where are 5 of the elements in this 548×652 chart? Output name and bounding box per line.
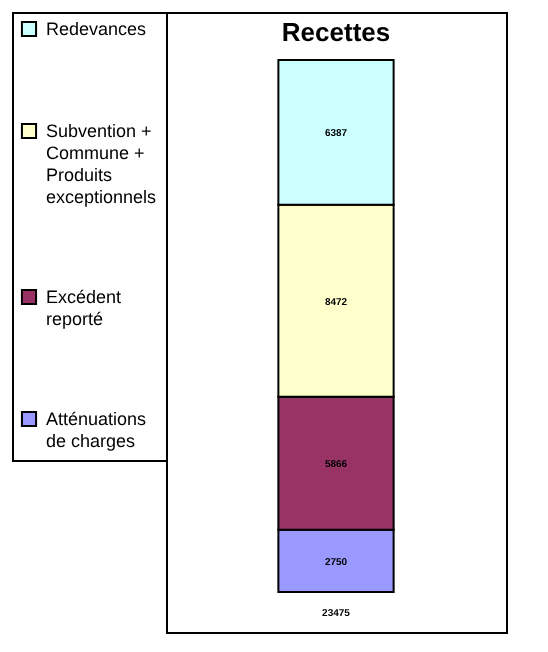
legend-label: Subvention + Commune + Produits exceptionnels xyxy=(46,121,158,207)
legend-label: Atténuations de charges xyxy=(46,409,148,451)
legend-label: Redevances xyxy=(46,19,148,39)
chart-title: Recettes xyxy=(281,17,391,47)
legend-label: Excédent reporté xyxy=(46,287,123,329)
